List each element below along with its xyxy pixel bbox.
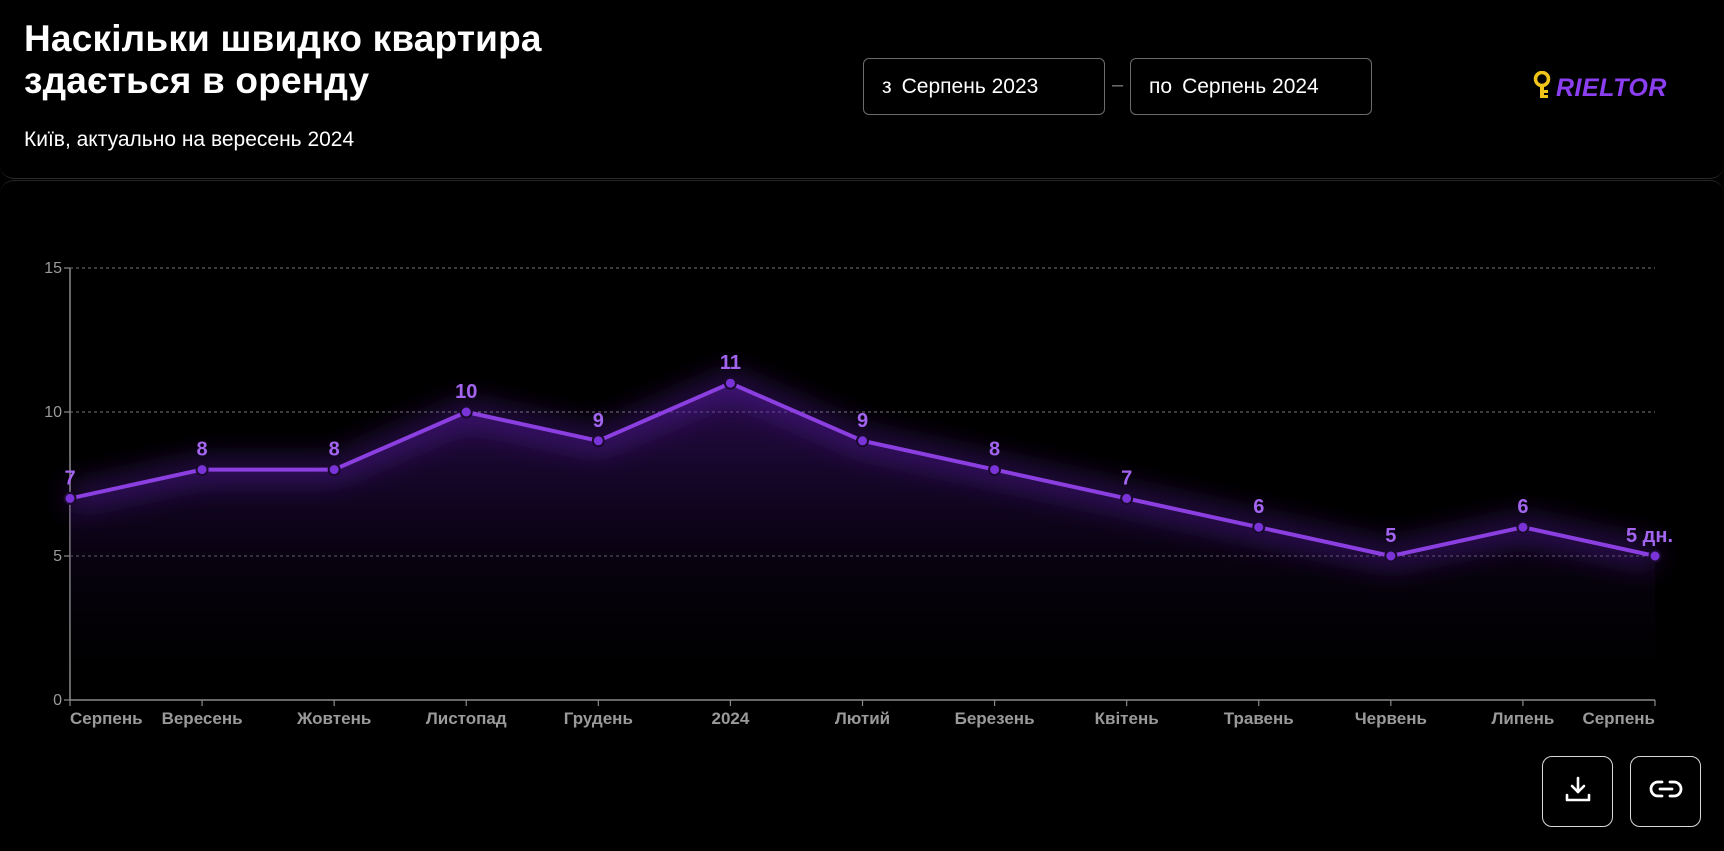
header: Наскільки швидко квартира здається в оре…: [0, 0, 1724, 179]
data-label: 7: [64, 467, 75, 489]
page-title: Наскільки швидко квартира здається в оре…: [24, 18, 542, 101]
x-tick-label: Серпень: [70, 709, 143, 728]
copy-link-button[interactable]: [1630, 756, 1701, 827]
date-to-prefix: по: [1149, 74, 1173, 98]
data-label: 5: [1385, 525, 1396, 547]
key-icon: [1532, 70, 1552, 106]
x-tick-label: Червень: [1355, 709, 1427, 728]
date-to-value: Серпень 2024: [1182, 74, 1319, 98]
data-point: [1120, 491, 1134, 505]
date-from-select[interactable]: з Серпень 2023: [863, 58, 1105, 115]
data-label: 10: [455, 381, 477, 403]
logo-text: RIELTOR: [1556, 73, 1667, 102]
download-icon: [1564, 775, 1592, 808]
download-button[interactable]: [1542, 756, 1613, 827]
data-label: 9: [857, 410, 868, 432]
x-tick-label: Липень: [1492, 709, 1555, 728]
data-point: [195, 463, 209, 477]
data-point: [327, 463, 341, 477]
y-tick-label: 5: [53, 548, 62, 565]
area-fill: [70, 383, 1655, 700]
data-point: [1384, 549, 1398, 563]
link-icon: [1649, 778, 1683, 805]
x-tick-label: Жовтень: [296, 709, 371, 728]
data-label: 5 дн.: [1626, 525, 1673, 547]
data-label: 6: [1517, 496, 1528, 518]
x-tick-label: Лютий: [835, 709, 890, 728]
date-separator: –: [1112, 74, 1124, 96]
x-tick-label: Квітень: [1095, 709, 1159, 728]
data-point: [988, 463, 1002, 477]
date-to-select[interactable]: по Серпень 2024: [1130, 58, 1372, 115]
data-label: 11: [720, 352, 741, 374]
data-point: [459, 405, 473, 419]
rieltor-logo: RIELTOR: [1532, 70, 1667, 106]
data-point: [856, 434, 869, 448]
x-tick-label: Травень: [1224, 709, 1294, 728]
data-label: 8: [197, 439, 208, 461]
y-tick-label: 15: [44, 260, 62, 277]
y-tick-label: 10: [44, 404, 62, 421]
x-tick-label: Серпень: [1582, 709, 1655, 728]
data-label: 8: [329, 439, 340, 461]
x-tick-label: Грудень: [564, 709, 633, 728]
line-chart: 0 5 10 15 7 8 8 10 9 11 9 8 7 6 5 6 5 дн. Серпень Вересе…: [44, 260, 1673, 728]
y-tick-label: 0: [53, 692, 62, 709]
data-label: 8: [989, 439, 1000, 461]
page-subtitle: Київ, актуально на вересень 2024: [24, 128, 355, 151]
x-tick-label: 2024: [712, 709, 750, 728]
date-from-value: Серпень 2023: [901, 74, 1039, 98]
x-tick-label: Березень: [955, 709, 1035, 728]
date-from-prefix: з: [882, 74, 892, 98]
data-point: [723, 376, 737, 390]
data-point: [1648, 549, 1662, 563]
x-tick-label: Листопад: [426, 709, 507, 728]
data-label: 9: [593, 410, 604, 432]
data-point: [1252, 520, 1266, 534]
data-label: 7: [1121, 467, 1132, 489]
data-point: [591, 434, 605, 448]
x-tick-label: Вересень: [162, 709, 243, 728]
data-label: 6: [1253, 496, 1264, 518]
data-point: [63, 491, 77, 505]
data-point: [1516, 520, 1530, 534]
